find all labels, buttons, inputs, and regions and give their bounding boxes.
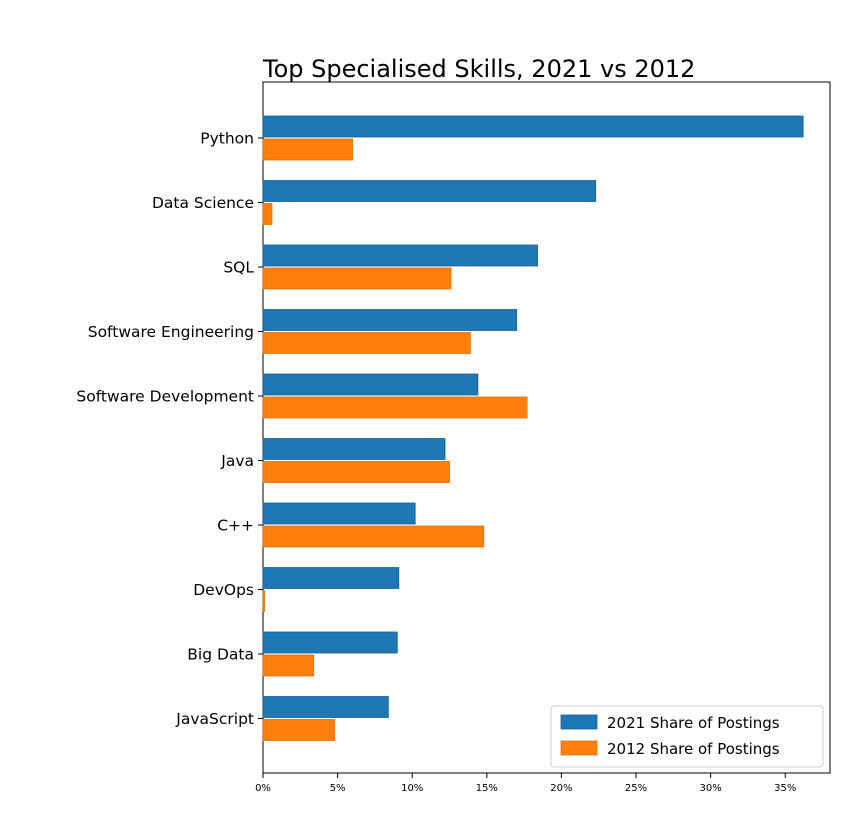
bar-2012-big-data (262, 654, 315, 677)
x-tick-label: 35% (774, 783, 796, 794)
bar-2021-c- (262, 502, 416, 525)
x-tick-label: 0% (255, 783, 271, 794)
bar-2012-sql (262, 267, 452, 290)
category-label: JavaScript (175, 710, 254, 728)
bar-2012-software-engineering (262, 332, 471, 354)
category-label: Software Engineering (88, 323, 254, 341)
bar-2021-big-data (262, 631, 398, 654)
legend-box (550, 705, 824, 768)
x-tick-label: 5% (330, 783, 346, 794)
bar-2012-c- (262, 525, 485, 548)
category-label: Data Science (152, 194, 254, 212)
bar-2012-software-development (262, 396, 528, 419)
bar-2021-devops (262, 567, 400, 589)
chart-title: Top Specialised Skills, 2021 vs 2012 (262, 55, 695, 83)
category-label: DevOps (193, 581, 254, 599)
x-tick-label: 25% (625, 783, 647, 794)
category-label: Big Data (187, 646, 254, 664)
legend-entry: 2012 Share of Postings (607, 740, 780, 758)
bar-2021-software-development (262, 373, 479, 396)
bar-2012-javascript (262, 719, 336, 741)
bar-2021-javascript (262, 696, 389, 718)
legend-swatch (560, 714, 598, 730)
bar-2021-software-engineering (262, 309, 518, 331)
legend-swatch (560, 740, 598, 756)
bar-2021-sql (262, 244, 538, 267)
category-label: C++ (217, 517, 254, 535)
legend-entry: 2021 Share of Postings (607, 714, 780, 732)
bar-2012-python (262, 138, 353, 161)
x-tick-label: 10% (401, 783, 423, 794)
x-tick-label: 15% (476, 783, 498, 794)
bar-2021-python (262, 115, 804, 138)
category-label: Java (220, 452, 254, 470)
category-label: Software Development (76, 388, 254, 406)
y-axis-labels: Python Data Science SQL Software Engineerin… (76, 130, 263, 728)
bars-group (262, 115, 804, 741)
category-label: Python (200, 130, 254, 148)
bar-2012-devops (262, 590, 265, 612)
x-tick-label: 20% (550, 783, 572, 794)
bar-2012-data-science (262, 203, 273, 225)
category-label: SQL (223, 259, 254, 277)
legend: 2021 Share of Postings 2012 Share of Post… (550, 705, 824, 768)
bar-2012-java (262, 461, 450, 483)
x-tick-label: 30% (700, 783, 722, 794)
bar-2021-java (262, 438, 446, 460)
x-axis: 0% 5% 10% 15% 20% 25% 30% 35% (255, 773, 796, 794)
bar-2021-data-science (262, 180, 597, 202)
